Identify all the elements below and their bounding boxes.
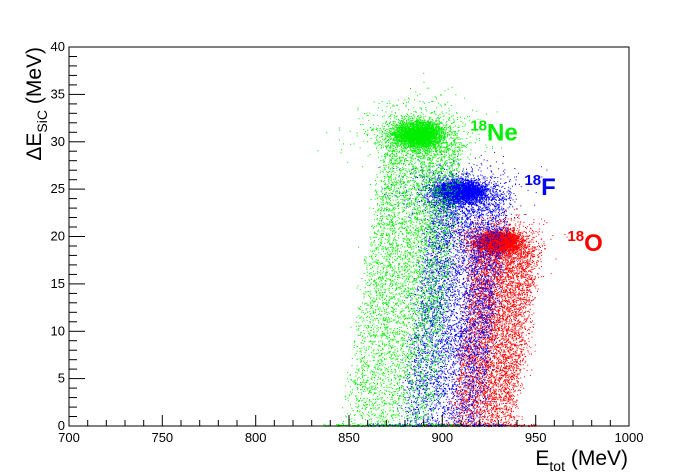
y-tick-label: 0 — [58, 418, 65, 433]
x-tick-label: 1000 — [615, 430, 644, 445]
species-label-f: 18F — [524, 172, 555, 201]
axis-ticks — [68, 46, 630, 427]
y-axis-title: ΔESiC (MeV) — [23, 47, 50, 161]
x-tick-labels: 700 750 800 850 900 950 1000 — [58, 430, 643, 445]
species-label-ne: 18Ne — [470, 117, 517, 146]
scatter-points — [317, 72, 573, 427]
series-ne-points — [317, 72, 511, 427]
y-tick-label: 30 — [51, 134, 65, 149]
y-tick-label: 10 — [51, 323, 65, 338]
y-tick-labels: 0 5 10 15 20 25 30 35 40 — [51, 39, 65, 433]
y-tick-label: 20 — [51, 229, 65, 244]
y-tick-label: 35 — [51, 86, 65, 101]
x-tick-label: 850 — [338, 430, 360, 445]
y-tick-label: 5 — [58, 371, 65, 386]
y-tick-label: 40 — [51, 39, 65, 54]
x-tick-label: 950 — [525, 430, 547, 445]
x-tick-label: 700 — [58, 430, 80, 445]
x-tick-label: 900 — [431, 430, 453, 445]
y-tick-label: 15 — [51, 276, 65, 291]
x-tick-label: 750 — [151, 430, 173, 445]
x-axis-title: Etot (MeV) — [535, 447, 628, 474]
y-tick-label: 25 — [51, 181, 65, 196]
x-tick-label: 800 — [245, 430, 267, 445]
species-label-o: 18O — [567, 228, 602, 257]
